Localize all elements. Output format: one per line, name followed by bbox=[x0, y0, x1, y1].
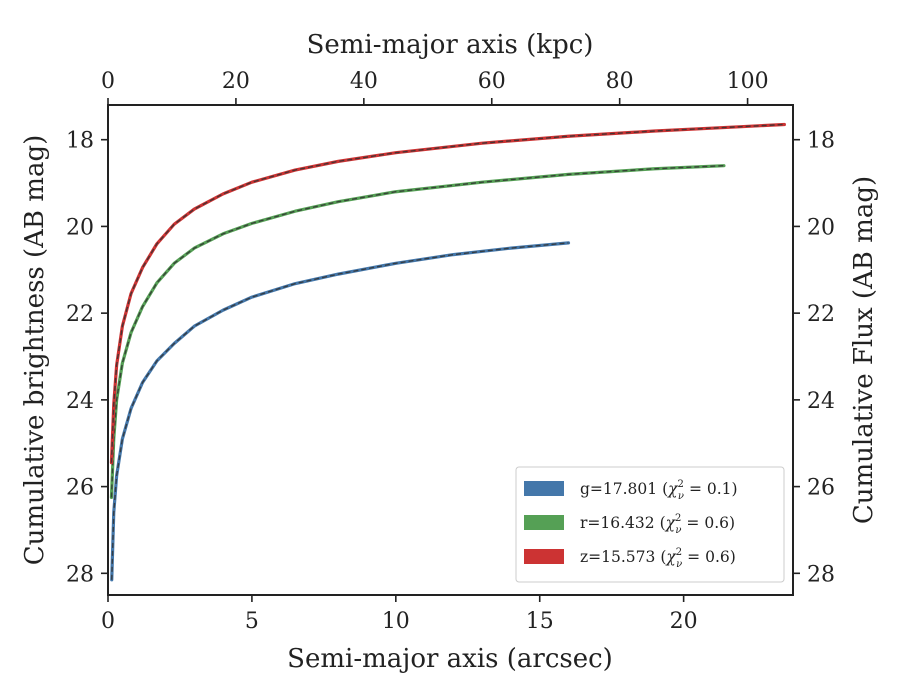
y-left-tick-label: 20 bbox=[66, 215, 94, 240]
legend-chi-open: ( bbox=[655, 514, 666, 532]
x-bottom-tick-label: 0 bbox=[101, 609, 115, 634]
plot-frame bbox=[107, 104, 794, 596]
legend-chi-sup: 2 bbox=[678, 479, 684, 490]
legend-chi-symbol: χ bbox=[665, 514, 677, 532]
y-right-tick-label: 24 bbox=[807, 389, 835, 414]
y-left-tick-label: 24 bbox=[66, 389, 94, 414]
legend-chi-sup: 2 bbox=[675, 513, 681, 524]
legend-chi-symbol: χ bbox=[667, 480, 679, 498]
legend-chi-open: ( bbox=[655, 548, 666, 566]
y-right-tick-label: 20 bbox=[807, 215, 835, 240]
y-right-tick-label: 22 bbox=[807, 302, 835, 327]
series-fit-line-1 bbox=[110, 165, 724, 498]
x-axis-top-label: Semi-major axis (kpc) bbox=[307, 30, 594, 60]
x-bottom-tick-label: 5 bbox=[245, 609, 259, 634]
series-fit-line-0 bbox=[111, 242, 569, 580]
series-line-0 bbox=[110, 241, 571, 582]
legend-chi-symbol: χ bbox=[665, 548, 677, 566]
x-top-tick-label: 20 bbox=[222, 69, 250, 94]
x-bottom-tick-label: 15 bbox=[526, 609, 554, 634]
x-top-tick-label: 0 bbox=[101, 69, 115, 94]
legend-swatch-2 bbox=[524, 549, 564, 564]
legend-label-1: r=16.432 (χ2 ν = 0.6) bbox=[580, 513, 735, 536]
legend-chi-eq: = bbox=[684, 480, 707, 498]
series-line-2 bbox=[109, 122, 786, 465]
legend-label-0: g=17.801 (χ2 ν = 0.1) bbox=[580, 479, 738, 502]
legend-swatch-1 bbox=[524, 515, 564, 530]
legend-name-2: z=15.573 bbox=[580, 548, 655, 566]
legend: g=17.801 (χ2 ν = 0.1)r=16.432 (χ2 ν = 0.6)… bbox=[515, 466, 785, 583]
legend-chi-eq: = bbox=[682, 548, 705, 566]
y-left-tick-label: 26 bbox=[66, 476, 94, 501]
x-top-tick-label: 60 bbox=[478, 69, 506, 94]
y-left-tick-label: 28 bbox=[66, 562, 94, 587]
legend-chi-eq: = bbox=[682, 514, 705, 532]
series-line-1 bbox=[109, 164, 726, 500]
y-right-tick-label: 26 bbox=[807, 476, 835, 501]
legend-chi-close: ) bbox=[730, 548, 736, 566]
x-bottom-tick-label: 20 bbox=[670, 609, 698, 634]
legend-chi-value-2: 0.6 bbox=[705, 548, 730, 566]
y-axis-left-label: Cumulative brightness (AB mag) bbox=[20, 135, 50, 566]
y-left-tick-label: 22 bbox=[66, 302, 94, 327]
y-right-tick-label: 18 bbox=[807, 129, 835, 154]
legend-chi-open: ( bbox=[657, 480, 668, 498]
x-bottom-tick-label: 10 bbox=[382, 609, 410, 634]
legend-chi-value-0: 0.1 bbox=[707, 480, 732, 498]
series-fit-line-2 bbox=[110, 123, 785, 463]
x-axis-bottom-label: Semi-major axis (arcsec) bbox=[287, 644, 613, 674]
legend-chi-sup: 2 bbox=[676, 547, 682, 558]
x-top-tick-label: 80 bbox=[606, 69, 634, 94]
legend-name-1: r=16.432 bbox=[580, 514, 655, 532]
legend-chi-sub: ν bbox=[675, 525, 681, 536]
legend-name-0: g=17.801 bbox=[580, 480, 657, 498]
x-top-tick-label: 40 bbox=[350, 69, 378, 94]
y-left-tick-label: 18 bbox=[66, 129, 94, 154]
legend-swatch-0 bbox=[524, 481, 564, 496]
y-right-tick-label: 28 bbox=[807, 562, 835, 587]
legend-chi-sub: ν bbox=[678, 491, 684, 502]
legend-chi-close: ) bbox=[732, 480, 738, 498]
legend-chi-close: ) bbox=[729, 514, 735, 532]
legend-box bbox=[515, 466, 785, 583]
plot-marks bbox=[109, 122, 786, 582]
y-axis-right-label: Cumulative Flux (AB mag) bbox=[849, 176, 879, 524]
legend-chi-value-1: 0.6 bbox=[704, 514, 729, 532]
x-top-tick-label: 100 bbox=[727, 69, 769, 94]
legend-label-2: z=15.573 (χ2 ν = 0.6) bbox=[580, 547, 736, 570]
legend-chi-sub: ν bbox=[676, 559, 682, 570]
